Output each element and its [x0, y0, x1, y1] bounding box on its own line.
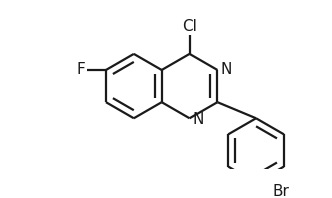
Text: Cl: Cl: [182, 19, 197, 34]
Text: Br: Br: [273, 184, 289, 198]
Text: N: N: [193, 112, 204, 128]
Text: F: F: [77, 63, 86, 77]
Text: N: N: [221, 63, 232, 77]
